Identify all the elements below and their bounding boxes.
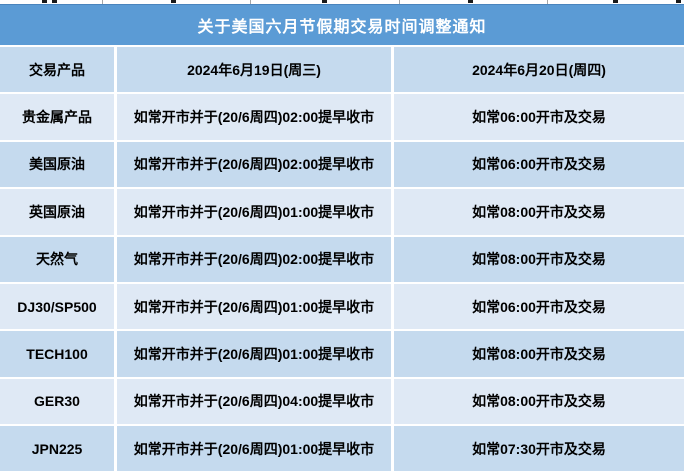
cropped-row-artifact-strip (0, 0, 684, 4)
cell-product: DJ30/SP500 (0, 283, 114, 330)
cell-day1: 如常开市并于(20/6周四)04:00提早收市 (117, 378, 391, 425)
cell-day2: 如常08:00开市及交易 (394, 236, 684, 282)
cropped-text-artifact (676, 0, 681, 3)
cell-product: 贵金属产品 (0, 94, 114, 140)
cell-product: JPN225 (0, 426, 114, 471)
cell-product: 天然气 (0, 236, 114, 282)
cell-day1: 如常开市并于(20/6周四)01:00提早收市 (117, 189, 391, 235)
trading-schedule-table: 交易产品 2024年6月19日(周三) 2024年6月20日(周四) 贵金属产品… (0, 45, 684, 471)
cell-product: GER30 (0, 378, 114, 425)
header-cell-june20: 2024年6月20日(周四) (394, 47, 684, 93)
cropped-text-artifact (171, 0, 176, 3)
spreadsheet-gridline (399, 0, 400, 4)
header-cell-product: 交易产品 (0, 47, 114, 93)
cropped-text-artifact (322, 0, 327, 3)
spreadsheet-gridline (547, 0, 548, 4)
cell-product: 美国原油 (0, 141, 114, 188)
cell-day1: 如常开市并于(20/6周四)01:00提早收市 (117, 331, 391, 377)
cell-day1: 如常开市并于(20/6周四)01:00提早收市 (117, 426, 391, 471)
cropped-text-artifact (468, 0, 473, 3)
spreadsheet-gridline (102, 0, 103, 4)
cell-product: 英国原油 (0, 189, 114, 235)
notice-title: 关于美国六月节假期交易时间调整通知 (197, 19, 487, 36)
cropped-text-artifact (52, 0, 57, 3)
cropped-text-artifact (613, 0, 618, 3)
spreadsheet-gridline (250, 0, 251, 4)
cell-day2: 如常08:00开市及交易 (394, 331, 684, 377)
cell-day2: 如常06:00开市及交易 (394, 94, 684, 140)
notice-title-bar: 关于美国六月节假期交易时间调整通知 (0, 4, 684, 45)
header-cell-june19: 2024年6月19日(周三) (117, 47, 391, 93)
cell-day2: 如常08:00开市及交易 (394, 189, 684, 235)
cell-day2: 如常06:00开市及交易 (394, 141, 684, 188)
cell-day1: 如常开市并于(20/6周四)01:00提早收市 (117, 283, 391, 330)
cell-day1: 如常开市并于(20/6周四)02:00提早收市 (117, 236, 391, 282)
cropped-text-artifact (42, 0, 47, 3)
cell-day1: 如常开市并于(20/6周四)02:00提早收市 (117, 141, 391, 188)
cell-day1: 如常开市并于(20/6周四)02:00提早收市 (117, 94, 391, 140)
cell-day2: 如常06:00开市及交易 (394, 283, 684, 330)
cell-day2: 如常08:00开市及交易 (394, 378, 684, 425)
cell-product: TECH100 (0, 331, 114, 377)
cell-day2: 如常07:30开市及交易 (394, 426, 684, 471)
